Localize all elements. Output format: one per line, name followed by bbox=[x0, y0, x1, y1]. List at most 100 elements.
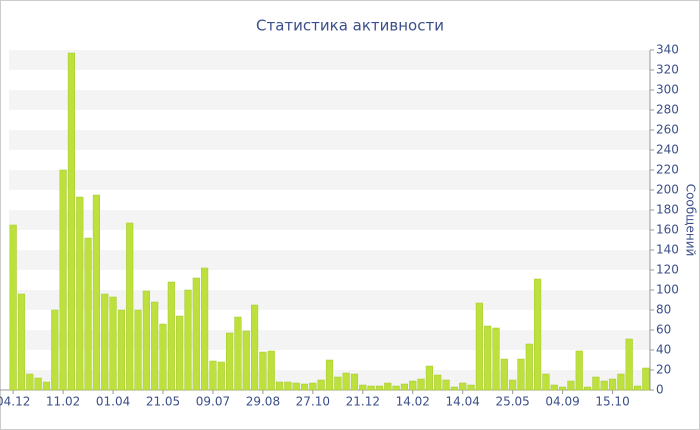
bar bbox=[275, 381, 284, 391]
bar bbox=[126, 222, 134, 391]
x-tick-label: 21.12 bbox=[346, 395, 380, 409]
bar bbox=[234, 316, 242, 391]
grid-band bbox=[9, 170, 650, 190]
bar bbox=[459, 382, 467, 391]
bar bbox=[500, 358, 508, 391]
bar bbox=[617, 373, 625, 391]
y-tick-label: 40 bbox=[656, 343, 671, 357]
bar bbox=[17, 293, 26, 391]
bar bbox=[226, 332, 234, 391]
bar bbox=[9, 224, 17, 391]
bar bbox=[384, 382, 392, 391]
bar bbox=[184, 289, 192, 391]
y-tick-label: 280 bbox=[656, 103, 679, 117]
bar bbox=[250, 304, 259, 391]
bar bbox=[134, 309, 142, 391]
y-tick-label: 60 bbox=[656, 323, 671, 337]
bar bbox=[542, 373, 550, 391]
bar bbox=[34, 377, 42, 391]
grid-band bbox=[9, 210, 650, 230]
bar bbox=[425, 365, 433, 391]
y-tick-label: 260 bbox=[656, 123, 679, 137]
bar bbox=[309, 382, 317, 391]
x-tick-label: 14.02 bbox=[396, 395, 430, 409]
bar bbox=[400, 383, 409, 391]
bar bbox=[209, 360, 217, 391]
x-tick-label: 11.02 bbox=[46, 395, 80, 409]
chart-title: Статистика активности bbox=[256, 17, 444, 35]
bar bbox=[625, 338, 633, 391]
grid-band bbox=[9, 50, 650, 70]
bar bbox=[167, 281, 175, 391]
bar bbox=[84, 237, 92, 391]
bar bbox=[59, 169, 67, 391]
x-tick-label: 04.12 bbox=[0, 395, 30, 409]
bar bbox=[417, 378, 425, 391]
x-tick-label: 15.10 bbox=[595, 395, 629, 409]
bar bbox=[534, 278, 542, 391]
bar bbox=[242, 330, 250, 391]
bar bbox=[317, 379, 325, 391]
x-tick-label: 21.05 bbox=[146, 395, 180, 409]
bar bbox=[159, 323, 167, 391]
y-tick-label: 120 bbox=[656, 263, 679, 277]
bar bbox=[525, 343, 533, 391]
bar bbox=[76, 196, 84, 391]
bar bbox=[442, 379, 450, 391]
x-tick-label: 25.05 bbox=[495, 395, 529, 409]
bar bbox=[42, 381, 51, 391]
bar bbox=[350, 373, 359, 391]
bar bbox=[267, 350, 275, 391]
y-tick-label: 240 bbox=[656, 143, 679, 157]
bar bbox=[92, 194, 100, 391]
bar bbox=[567, 380, 575, 391]
bar bbox=[492, 327, 500, 391]
y-tick-label: 160 bbox=[656, 223, 679, 237]
x-tick-label: 27.10 bbox=[296, 395, 330, 409]
bar bbox=[633, 385, 642, 391]
bar bbox=[300, 383, 309, 391]
y-tick-label: 340 bbox=[656, 43, 679, 57]
bar bbox=[434, 374, 442, 391]
bar bbox=[642, 367, 650, 391]
bar bbox=[467, 384, 475, 391]
bar bbox=[550, 384, 558, 391]
bar bbox=[359, 384, 367, 391]
y-tick-label: 180 bbox=[656, 203, 679, 217]
bar bbox=[217, 361, 225, 391]
bar bbox=[325, 359, 334, 391]
bar bbox=[26, 373, 34, 391]
grid-band bbox=[9, 90, 650, 110]
bar bbox=[192, 277, 200, 391]
bar bbox=[484, 325, 492, 391]
bar bbox=[342, 372, 350, 391]
bar bbox=[117, 309, 125, 391]
bar bbox=[292, 382, 300, 391]
bar bbox=[142, 290, 150, 391]
x-tick-label: 09.07 bbox=[196, 395, 230, 409]
bar bbox=[608, 378, 617, 391]
bar bbox=[51, 309, 59, 391]
bar bbox=[409, 380, 417, 391]
bar bbox=[509, 379, 517, 391]
y-tick-label: 300 bbox=[656, 83, 679, 97]
bar bbox=[575, 350, 583, 391]
y-tick-label: 320 bbox=[656, 63, 679, 77]
bar bbox=[176, 315, 184, 391]
x-tick-label: 01.04 bbox=[96, 395, 130, 409]
bar bbox=[109, 296, 117, 391]
x-tick-label: 04.09 bbox=[545, 395, 579, 409]
x-tick-label: 14.04 bbox=[446, 395, 480, 409]
bar bbox=[367, 385, 375, 391]
bar bbox=[559, 386, 567, 391]
bar bbox=[101, 293, 109, 391]
y-tick-label: 20 bbox=[656, 363, 671, 377]
bar bbox=[151, 301, 159, 391]
bar bbox=[583, 386, 592, 391]
bar bbox=[392, 385, 400, 391]
bar bbox=[201, 267, 209, 391]
bar bbox=[259, 351, 267, 391]
bar bbox=[450, 386, 458, 391]
bar bbox=[375, 385, 384, 391]
